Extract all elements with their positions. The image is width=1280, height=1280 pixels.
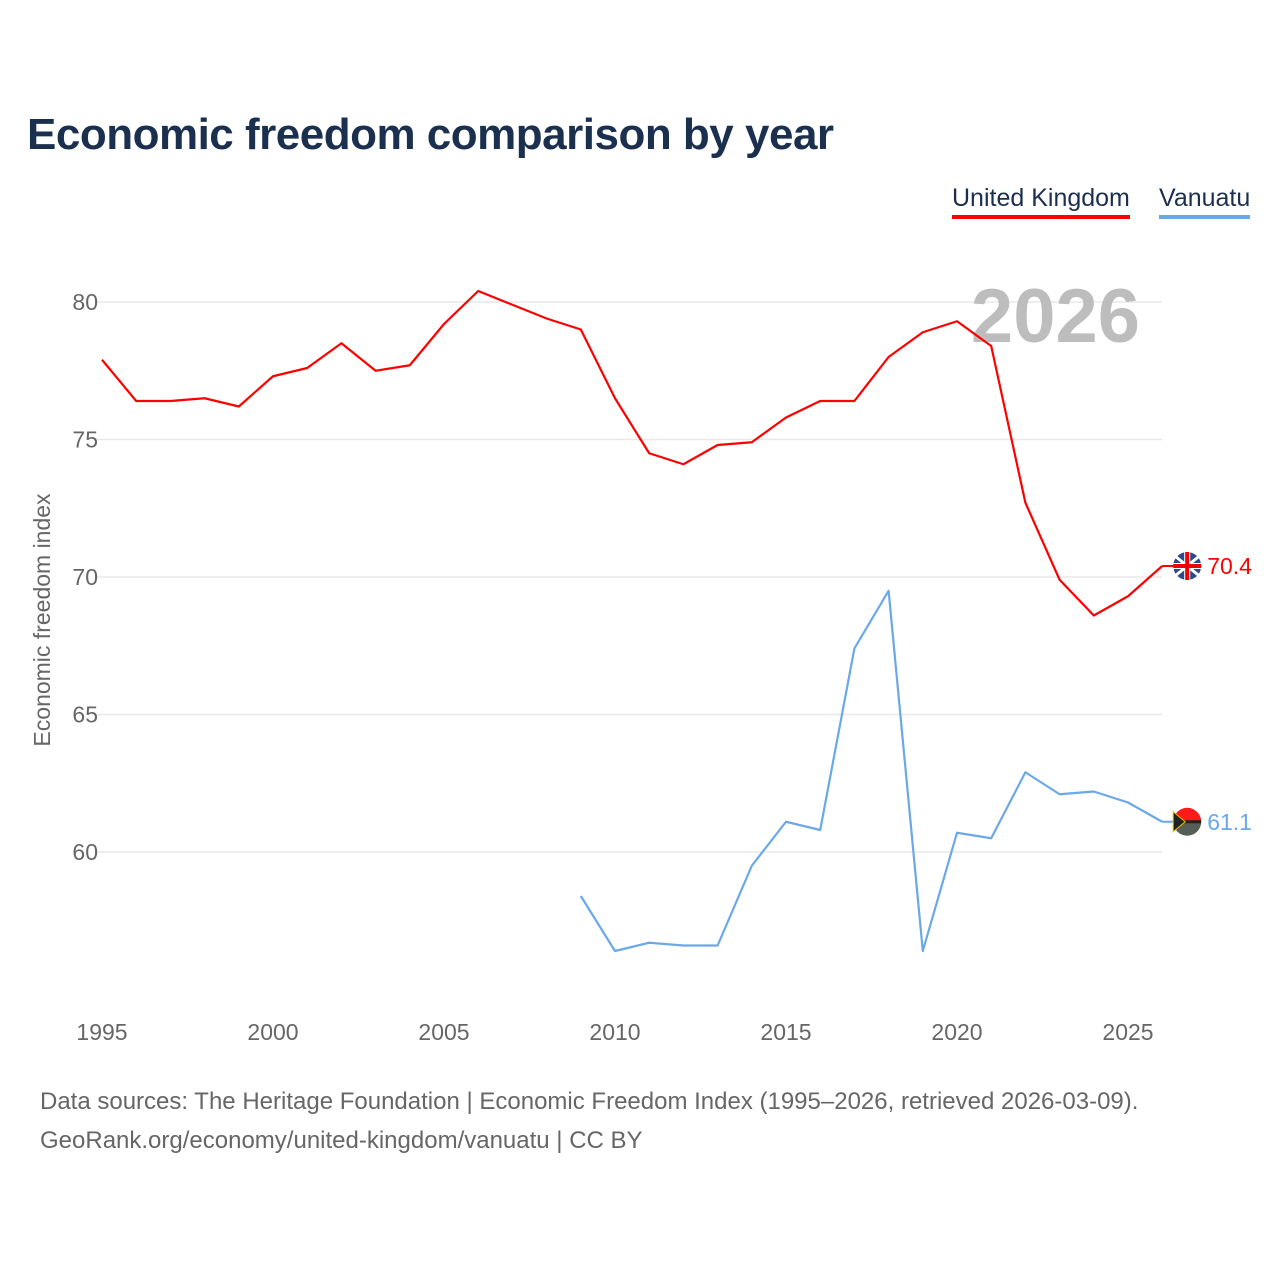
series-line-vanuatu [579, 589, 1163, 953]
x-tick-label: 2020 [931, 1019, 982, 1045]
year-watermark: 2026 [971, 274, 1140, 359]
y-axis-label: Economic freedom index [29, 493, 55, 747]
y-tick-label: 70 [72, 564, 98, 590]
legend-united-kingdom[interactable]: United Kingdom [952, 184, 1130, 219]
y-tick-label: 65 [72, 702, 98, 728]
x-tick-label: 2005 [418, 1019, 469, 1045]
legend-vanuatu[interactable]: Vanuatu [1159, 184, 1251, 219]
end-value-label: 70.4 [1207, 553, 1252, 579]
data-source-text: Data sources: The Heritage Foundation | … [40, 1088, 1139, 1115]
y-tick-label: 60 [72, 839, 98, 865]
x-tick-label: 2010 [589, 1019, 640, 1045]
vanuatu-flag-icon [1173, 820, 1202, 824]
x-tick-label: 2000 [247, 1019, 298, 1045]
x-tick-label: 2025 [1102, 1019, 1153, 1045]
y-tick-label: 75 [72, 427, 98, 453]
x-tick-label: 1995 [76, 1019, 127, 1045]
y-tick-label: 80 [72, 289, 98, 315]
chart-title: Economic freedom comparison by year [27, 110, 834, 159]
series-line-united-kingdom [101, 289, 1163, 617]
vanuatu-flag-icon [1172, 810, 1186, 833]
attribution-text: GeoRank.org/economy/united-kingdom/vanua… [40, 1127, 643, 1154]
x-tick-label: 2015 [760, 1019, 811, 1045]
uk-flag-icon [1185, 552, 1190, 580]
end-value-label: 61.1 [1207, 809, 1252, 835]
